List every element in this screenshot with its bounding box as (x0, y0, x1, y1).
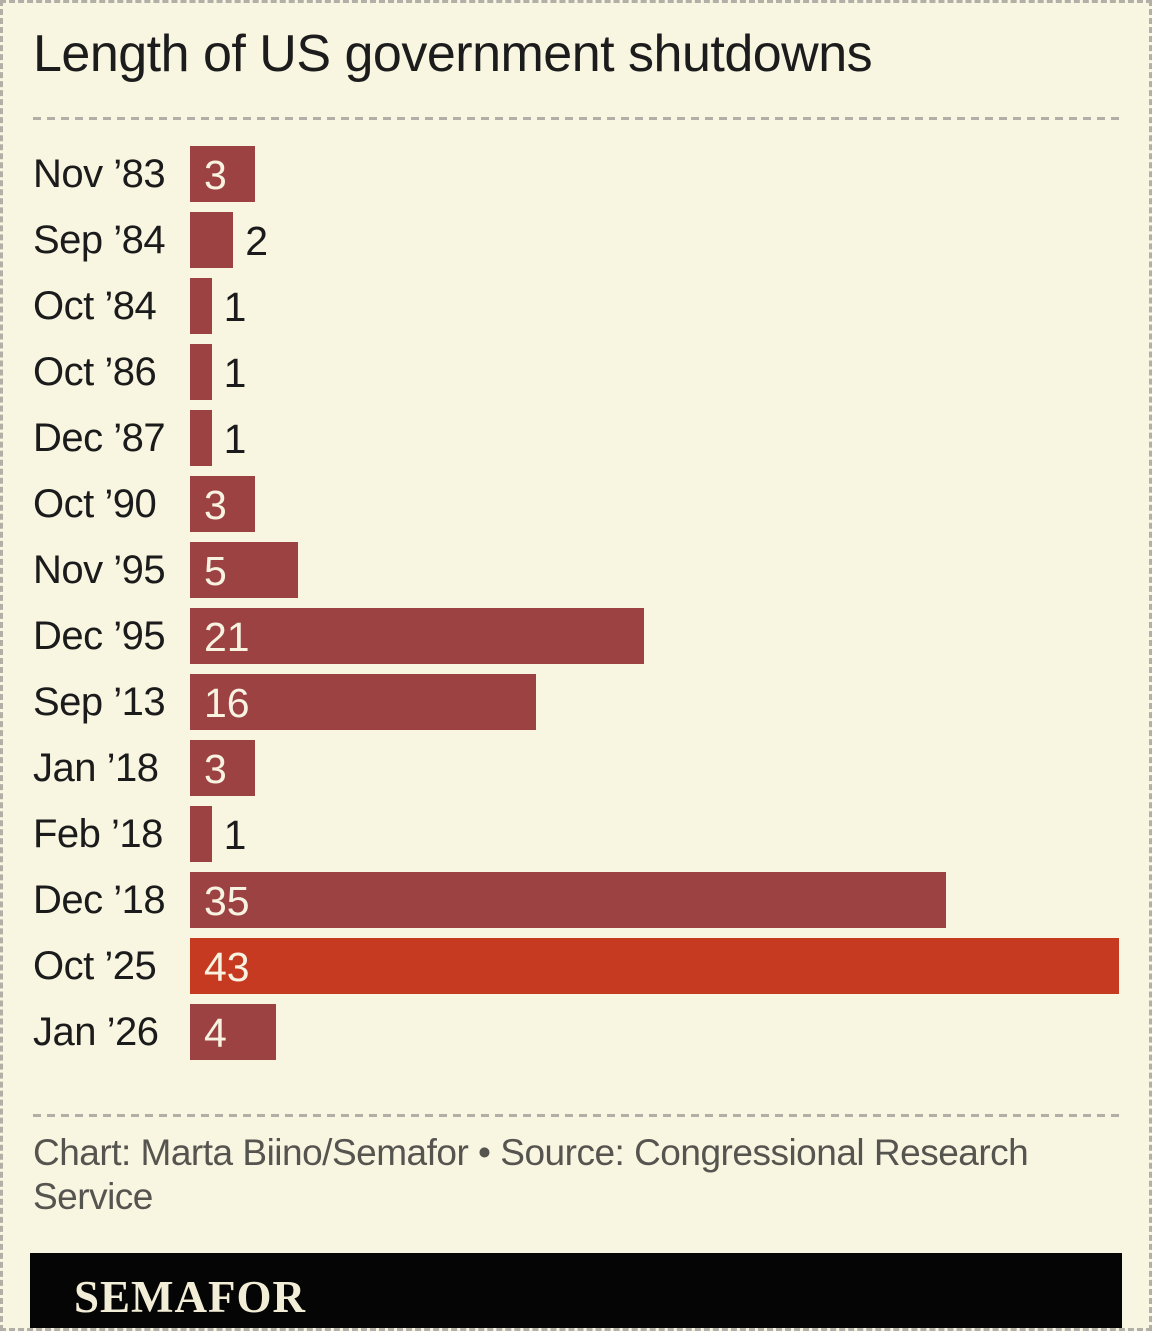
category-label: Oct ’90 (33, 481, 157, 526)
bar-track: 1 (190, 344, 1119, 400)
category-label: Dec ’18 (33, 877, 166, 922)
chart-row: Oct ’25 43 (33, 938, 1119, 1004)
chart-row: Jan ’18 3 (33, 740, 1119, 806)
bar (190, 938, 1119, 994)
category-label: Dec ’87 (33, 415, 166, 460)
category-label: Sep ’84 (33, 217, 166, 262)
value-label: 5 (204, 548, 227, 594)
bar (190, 674, 536, 730)
bar-track: 21 (190, 608, 1119, 664)
separator-top (33, 117, 1119, 120)
chart-row: Dec ’87 1 (33, 410, 1119, 476)
bar (190, 212, 234, 268)
bar-track: 43 (190, 938, 1119, 994)
category-label: Dec ’95 (33, 613, 166, 658)
credit-line: Chart: Marta Biino/Semafor • Source: Con… (33, 1132, 1029, 1217)
bar-track: 2 (190, 212, 1119, 268)
value-label: 16 (204, 680, 250, 726)
bar-track: 1 (190, 278, 1119, 334)
value-label: 3 (204, 746, 227, 792)
value-label: 1 (223, 812, 247, 858)
chart-title: Length of US government shutdowns (33, 25, 873, 83)
bar-track: 16 (190, 674, 1119, 730)
value-label: 43 (204, 944, 250, 990)
bar (190, 410, 212, 466)
bar (190, 278, 212, 334)
bar-track: 1 (190, 806, 1119, 862)
bar-track: 3 (190, 146, 1119, 202)
value-label: 4 (204, 1010, 227, 1056)
chart-row: Dec ’95 21 (33, 608, 1119, 674)
category-label: Nov ’95 (33, 547, 166, 592)
chart-row: Sep ’84 2 (33, 212, 1119, 278)
chart-row: Oct ’84 1 (33, 278, 1119, 344)
bar (190, 872, 947, 928)
category-label: Oct ’84 (33, 283, 157, 328)
bar-track: 4 (190, 1004, 1119, 1060)
chart-row: Oct ’86 1 (33, 344, 1119, 410)
chart-row: Sep ’13 16 (33, 674, 1119, 740)
bar (190, 542, 299, 598)
value-label: 1 (223, 350, 247, 396)
value-label: 2 (245, 218, 269, 264)
chart-row: Jan ’26 4 (33, 1004, 1119, 1070)
bar-track: 3 (190, 740, 1119, 796)
bar-track: 35 (190, 872, 1119, 928)
bar (190, 740, 255, 796)
bar (190, 344, 212, 400)
chart-row: Nov ’95 5 (33, 542, 1119, 608)
value-label: 3 (204, 482, 227, 528)
value-label: 1 (223, 284, 247, 330)
bar (190, 608, 644, 664)
bar-track: 5 (190, 542, 1119, 598)
category-label: Feb ’18 (33, 811, 163, 856)
category-label: Oct ’86 (33, 349, 157, 394)
separator-bottom (33, 1114, 1119, 1117)
bar (190, 476, 255, 532)
category-label: Oct ’25 (33, 943, 157, 988)
bar-track: 3 (190, 476, 1119, 532)
value-label: 35 (204, 878, 250, 924)
value-label: 21 (204, 614, 250, 660)
value-label: 1 (223, 416, 247, 462)
bar-track: 1 (190, 410, 1119, 466)
category-label: Jan ’26 (33, 1009, 159, 1054)
bar-chart: Nov ’83 3 Sep ’84 2 Oct ’84 1 Oct ’86 1 Dec ’87 1… (33, 146, 1119, 1070)
semafor-logo: SEMAFOR (74, 1272, 306, 1322)
brand-footer: SEMAFOR (30, 1253, 1122, 1328)
chart-row: Oct ’90 3 (33, 476, 1119, 542)
category-label: Sep ’13 (33, 679, 166, 724)
value-label: 3 (204, 152, 227, 198)
bar (190, 806, 212, 862)
bar (190, 146, 255, 202)
bar (190, 1004, 277, 1060)
category-label: Jan ’18 (33, 745, 159, 790)
category-label: Nov ’83 (33, 151, 166, 196)
chart-row: Nov ’83 3 (33, 146, 1119, 212)
chart-row: Dec ’18 35 (33, 872, 1119, 938)
chart-row: Feb ’18 1 (33, 806, 1119, 872)
